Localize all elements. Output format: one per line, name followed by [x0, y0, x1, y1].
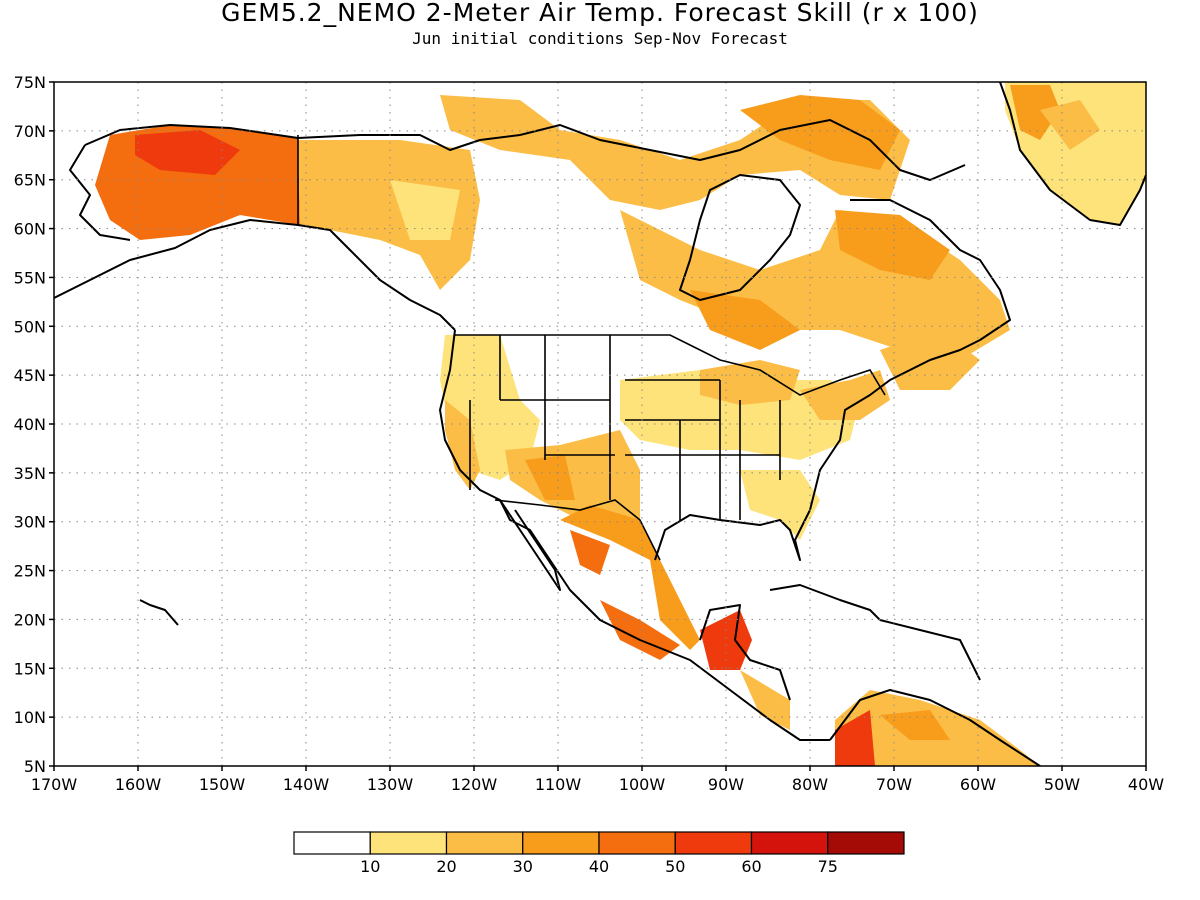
- lat-tick-label: 45N: [14, 366, 46, 385]
- lat-tick-label: 25N: [14, 562, 46, 581]
- skill-region-greenland-mid: [1040, 100, 1100, 150]
- colorbar-level-label: 50: [665, 857, 685, 876]
- colorbar-swatch: [522, 831, 600, 855]
- colorbar-swatch: [598, 831, 676, 855]
- colorbar-swatch: [293, 831, 371, 855]
- lon-tick-label: 50W: [1044, 775, 1080, 794]
- political-borders: [297, 135, 886, 561]
- lat-tick-label: 10N: [14, 708, 46, 727]
- lat-tick-label: 75N: [14, 73, 46, 92]
- lon-tick-label: 150W: [199, 775, 246, 794]
- coastline-baja: [499, 499, 561, 591]
- lat-tick-label: 50N: [14, 317, 46, 336]
- skill-region-northeast: [800, 370, 890, 420]
- lon-tick-label: 70W: [876, 775, 912, 794]
- skill-region-california: [445, 400, 480, 490]
- lon-tick-label: 130W: [367, 775, 414, 794]
- map-subtitle: Jun initial conditions Sep-Nov Forecast: [412, 29, 788, 48]
- map-plot-area: [54, 82, 1146, 766]
- colorbar-swatch: [369, 831, 448, 855]
- skill-region-yukon-light: [390, 180, 460, 240]
- coastline-greenland: [999, 82, 1146, 226]
- lon-tick-label: 140W: [283, 775, 330, 794]
- lat-tick-label: 60N: [14, 220, 46, 239]
- coastline-south-america: [829, 689, 1041, 766]
- coastline-arctic: [519, 119, 966, 181]
- coastline-hudson-bay: [679, 174, 801, 301]
- colorbar-swatch: [445, 831, 524, 855]
- skill-region-alaska-core: [135, 130, 240, 175]
- coastline-gulf: [654, 509, 811, 561]
- skill-region-yukon-bc: [298, 140, 480, 290]
- lat-tick-label: 70N: [14, 122, 46, 141]
- colorbar-level-label: 75: [818, 857, 838, 876]
- coastline-caribbean-islands: [879, 619, 981, 681]
- colorbar-level-label: 20: [436, 857, 456, 876]
- skill-region-central-america-south: [740, 670, 790, 730]
- axis-ticks: 5N 10N 15N 20N 25N 30N 35N 40N 45N 50N 55N 60N 65N 70…: [14, 73, 1165, 794]
- skill-region-mexico-core: [570, 530, 610, 575]
- skill-region-greenland-west: [1010, 85, 1060, 140]
- coastline-hawaii: [139, 599, 179, 626]
- coastline-pacific: [439, 329, 830, 741]
- skill-region-arizona: [525, 455, 575, 500]
- map-gridlines: [54, 82, 1146, 766]
- skill-region-southeast: [740, 470, 820, 540]
- border-us-mexico: [494, 499, 661, 561]
- colorbar-swatch: [827, 831, 905, 855]
- colorbar-level-label: 10: [360, 857, 380, 876]
- lat-tick-label: 55N: [14, 268, 46, 287]
- skill-region-ontario: [690, 290, 800, 350]
- coastline-cuba: [769, 584, 881, 621]
- colorbar-level-label: 40: [589, 857, 609, 876]
- lon-tick-label: 60W: [960, 775, 996, 794]
- lon-tick-label: 170W: [31, 775, 78, 794]
- lon-tick-label: 110W: [535, 775, 582, 794]
- lon-tick-label: 160W: [115, 775, 162, 794]
- lon-tick-label: 90W: [708, 775, 744, 794]
- colorbar-swatch: [750, 831, 829, 855]
- border-us-canada: [455, 334, 886, 396]
- lon-tick-label: 40W: [1128, 775, 1164, 794]
- lat-tick-label: 30N: [14, 513, 46, 532]
- skill-region-colombia: [835, 710, 875, 766]
- lon-tick-label: 80W: [792, 775, 828, 794]
- skill-region-central-america: [700, 610, 752, 670]
- colorbar: 10 20 30 40 50 60 75: [293, 831, 905, 876]
- border-state-lines: [469, 335, 781, 520]
- skill-region-labrador: [835, 210, 950, 280]
- lat-tick-label: 15N: [14, 659, 46, 678]
- lat-tick-label: 5N: [24, 757, 46, 776]
- coastline-yucatan: [699, 604, 791, 701]
- skill-region-mexico: [560, 505, 700, 650]
- lat-tick-label: 65N: [14, 171, 46, 190]
- lat-tick-label: 35N: [14, 464, 46, 483]
- colorbar-swatch: [674, 831, 753, 855]
- coastline-alaska-north: [84, 124, 521, 151]
- lat-tick-label: 20N: [14, 610, 46, 629]
- map-title: GEM5.2_NEMO 2-Meter Air Temp. Forecast S…: [221, 0, 979, 27]
- lon-tick-label: 120W: [451, 775, 498, 794]
- colorbar-level-label: 30: [513, 857, 533, 876]
- lat-tick-label: 40N: [14, 415, 46, 434]
- skill-region-baffin: [740, 95, 900, 170]
- skill-region-mexico-south: [600, 600, 680, 660]
- lon-tick-label: 100W: [619, 775, 666, 794]
- colorbar-level-label: 60: [741, 857, 761, 876]
- coastline-alaska-bering: [69, 144, 131, 241]
- coastline-atlantic: [809, 199, 1011, 511]
- skill-region-great-lakes: [700, 360, 800, 405]
